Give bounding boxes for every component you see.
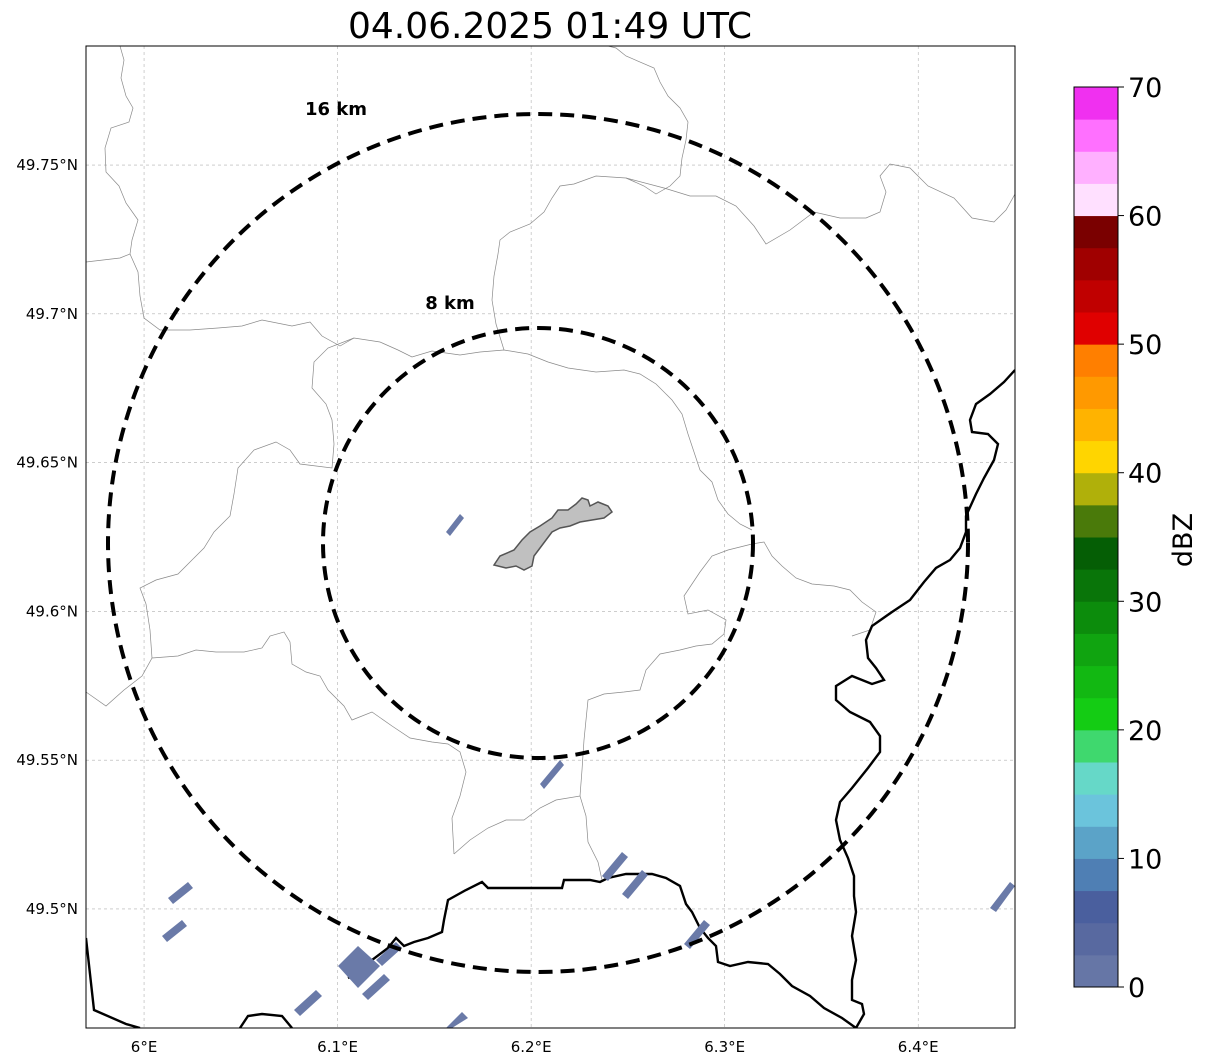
- colorbar-cell: [1074, 794, 1118, 827]
- colorbar-cell: [1074, 601, 1118, 634]
- y-tick-label: 49.65°N: [16, 454, 78, 472]
- colorbar-tick-label: 20: [1128, 716, 1162, 747]
- y-tick-label: 49.55°N: [16, 751, 78, 769]
- radar-echo: [168, 882, 193, 904]
- colorbar-frame: [1073, 86, 1119, 988]
- colorbar: 0 10 20 30 40 50 60 70 dBZ: [1073, 73, 1199, 1004]
- radar-echo: [446, 1012, 468, 1028]
- colorbar-cell: [1074, 344, 1118, 377]
- colorbar-cell: [1074, 440, 1118, 474]
- colorbar-cell: [1074, 376, 1118, 409]
- colorbar-cell: [1074, 858, 1118, 892]
- colorbar-cell: [1074, 697, 1118, 731]
- colorbar-cell: [1074, 922, 1118, 956]
- colorbar-cell: [1074, 247, 1118, 281]
- colorbar-cell: [1074, 87, 1118, 120]
- ring-label-8km: 8 km: [425, 293, 475, 314]
- colorbar-cell: [1074, 569, 1118, 602]
- radar-echo: [540, 760, 564, 789]
- colorbar-cell: [1074, 408, 1118, 442]
- colorbar-cell: [1074, 215, 1118, 249]
- colorbar-tick-label: 40: [1128, 459, 1162, 490]
- radar-echo: [622, 870, 648, 899]
- y-tick-label: 49.75°N: [16, 156, 78, 174]
- colorbar-tick-label: 60: [1128, 202, 1162, 233]
- colorbar-cell: [1074, 472, 1118, 506]
- colorbar-cell: [1074, 729, 1118, 763]
- y-tick-label: 49.5°N: [26, 900, 78, 918]
- y-tick-label: 49.6°N: [26, 602, 78, 620]
- radar-echoes: [162, 514, 1015, 1028]
- colorbar-cell: [1074, 151, 1118, 184]
- colorbar-cell: [1074, 183, 1118, 217]
- colorbar-tick-label: 50: [1128, 330, 1162, 361]
- colorbar-tick-label: 10: [1128, 844, 1162, 875]
- radar-echo: [602, 852, 628, 881]
- radar-echo: [362, 974, 390, 1000]
- x-tick-label: 6.4°E: [898, 1038, 939, 1056]
- map-gridlines: [86, 46, 1015, 1028]
- colorbar-cell: [1074, 312, 1118, 345]
- radar-echo: [684, 920, 710, 949]
- national-borders: [86, 369, 1015, 1028]
- colorbar-cell: [1074, 119, 1118, 152]
- admin-boundaries: [86, 46, 1015, 881]
- colorbar-cell: [1074, 826, 1118, 859]
- map-background: [86, 46, 1015, 1028]
- map-title: 04.06.2025 01:49 UTC: [348, 6, 752, 47]
- colorbar-cell: [1074, 504, 1118, 538]
- radar-echo: [162, 920, 187, 942]
- radar-echo: [990, 882, 1015, 912]
- colorbar-ticks: 0 10 20 30 40 50 60 70: [1118, 73, 1162, 1004]
- colorbar-cell: [1074, 762, 1118, 795]
- ring-label-16km: 16 km: [305, 99, 367, 120]
- colorbar-tick-label: 70: [1128, 73, 1162, 104]
- colorbar-cell: [1074, 954, 1118, 988]
- x-tick-label: 6.3°E: [704, 1038, 745, 1056]
- x-tick-label: 6.1°E: [317, 1038, 358, 1056]
- radar-echo: [338, 946, 380, 988]
- map-area: 8 km 16 km 6°E 6.1°E 6.2°E 6.3°E 6.4°E 49.5°…: [16, 45, 1016, 1056]
- x-axis-ticks: 6°E 6.1°E 6.2°E 6.3°E 6.4°E: [131, 1038, 939, 1056]
- colorbar-cell: [1074, 279, 1118, 313]
- colorbar-cell: [1074, 633, 1118, 667]
- range-rings: [106, 112, 970, 974]
- range-ring-16km: [106, 112, 970, 974]
- colorbar-cells: [1074, 87, 1118, 988]
- map-frame: [85, 45, 1016, 1029]
- x-tick-label: 6°E: [131, 1038, 158, 1056]
- colorbar-cell: [1074, 890, 1118, 924]
- y-tick-label: 49.7°N: [26, 305, 78, 323]
- radar-echo: [294, 990, 322, 1016]
- colorbar-cell: [1074, 665, 1118, 699]
- city-area: [492, 497, 614, 571]
- range-ring-8km: [321, 326, 755, 760]
- colorbar-tick-label: 30: [1128, 587, 1162, 618]
- y-axis-ticks: 49.5°N 49.55°N 49.6°N 49.65°N 49.7°N 49.75°N: [16, 156, 78, 918]
- colorbar-cell: [1074, 537, 1118, 570]
- colorbar-label: dBZ: [1168, 513, 1199, 567]
- colorbar-tick-label: 0: [1128, 973, 1145, 1004]
- x-tick-label: 6.2°E: [511, 1038, 552, 1056]
- radar-echo: [446, 514, 464, 536]
